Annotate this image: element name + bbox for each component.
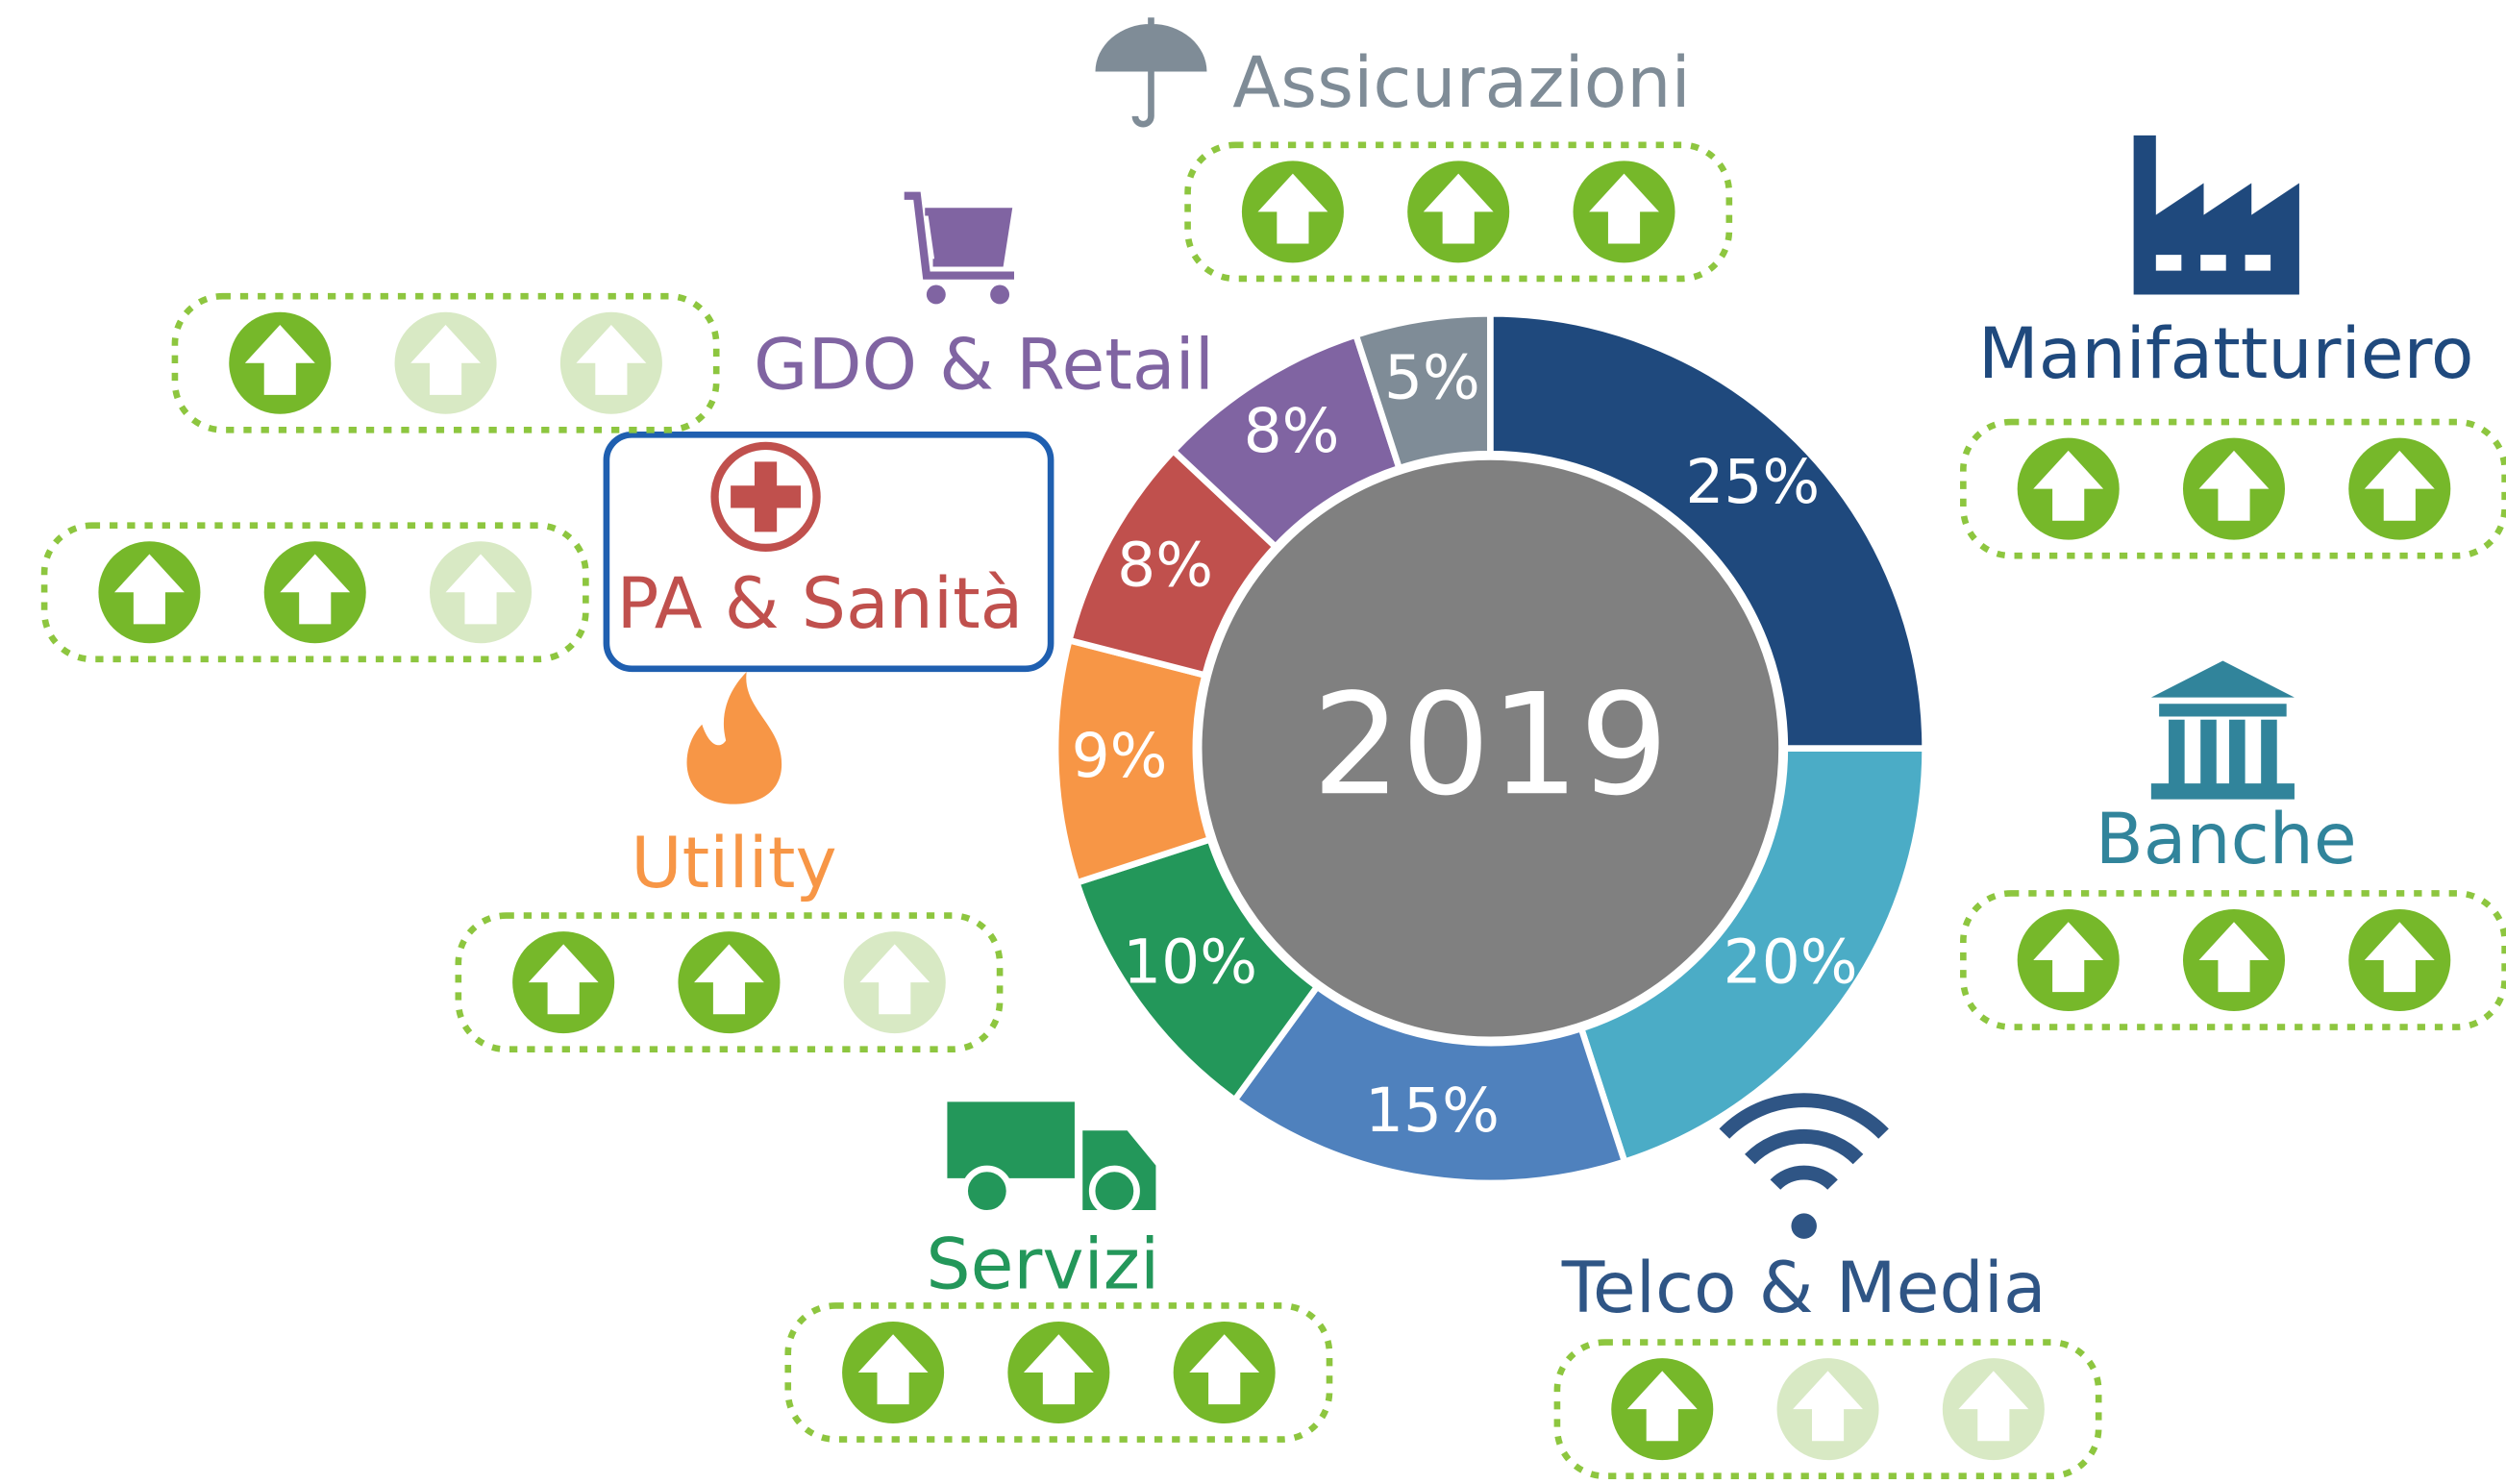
icon (686, 672, 782, 804)
data-label: 5% (1384, 342, 1480, 412)
icon (2133, 135, 2299, 295)
icon (928, 214, 1005, 260)
arrow-glyph (2364, 922, 2435, 993)
data-label: 10% (1123, 928, 1257, 998)
data-label: 25% (1685, 447, 1820, 517)
category-label: Utility (631, 823, 836, 904)
arrow-glyph (528, 944, 599, 1015)
rating-box (1960, 418, 2506, 559)
arrow-glyph (410, 324, 482, 395)
arrow-glyph (1189, 1334, 1260, 1405)
data-label: 20% (1724, 928, 1858, 998)
icon (1745, 1129, 1864, 1165)
arrow-glyph (1423, 173, 1494, 244)
rating-box (40, 522, 589, 663)
arrow-glyph (1257, 173, 1328, 244)
arrow-glyph (280, 554, 351, 625)
rating-box (1553, 1339, 2102, 1480)
category-label: Manifatturiero (1978, 313, 2474, 395)
rating-box (455, 912, 1004, 1053)
icon (1719, 1093, 1889, 1139)
data-label: 15% (1365, 1076, 1500, 1146)
arrow-glyph (576, 324, 647, 395)
icon (731, 461, 802, 532)
arrow-glyph (857, 1334, 929, 1405)
category-label: GDO & Retail (754, 324, 1214, 406)
arrow-glyph (2198, 922, 2270, 993)
rating-box (171, 292, 720, 433)
highlight-frame (603, 431, 1055, 673)
icon (1095, 17, 1207, 128)
arrow-glyph (859, 944, 930, 1015)
arrow-glyph (445, 554, 516, 625)
center-label: 2019 (1312, 664, 1669, 827)
arrow-glyph (2033, 450, 2104, 521)
donut-center (1195, 454, 1785, 1044)
category-label: Telco & Media (1561, 1248, 2047, 1329)
data-label: 8% (1244, 396, 1340, 466)
icon (1791, 1213, 1817, 1239)
arrow-glyph (2198, 450, 2270, 521)
category-label: Servizi (926, 1224, 1159, 1305)
arrow-glyph (244, 324, 315, 395)
arrow-glyph (1589, 173, 1659, 244)
arrow-glyph (1958, 1371, 2029, 1442)
icon (990, 284, 1010, 305)
icon (961, 1165, 1013, 1217)
icon (2150, 660, 2295, 800)
icon (1770, 1165, 1838, 1191)
arrow-glyph (2364, 450, 2435, 521)
category-label: Banche (2096, 799, 2357, 880)
icon (904, 191, 1015, 280)
rating-box (1960, 890, 2506, 1030)
data-label: 9% (1072, 721, 1168, 791)
category-label: PA & Sanità (616, 563, 1023, 645)
icon (710, 441, 821, 553)
icon (1088, 1165, 1140, 1217)
arrow-glyph (2033, 922, 2104, 993)
icon (926, 284, 946, 305)
rating-box (1184, 141, 1733, 283)
arrow-glyph (1793, 1371, 1863, 1442)
arrow-glyph (694, 944, 764, 1015)
category-label: Assicurazioni (1232, 42, 1690, 124)
data-label: 8% (1117, 531, 1213, 601)
arrow-glyph (1626, 1371, 1698, 1442)
rating-box (784, 1302, 1333, 1443)
arrow-glyph (113, 554, 185, 625)
arrow-glyph (1023, 1334, 1094, 1405)
